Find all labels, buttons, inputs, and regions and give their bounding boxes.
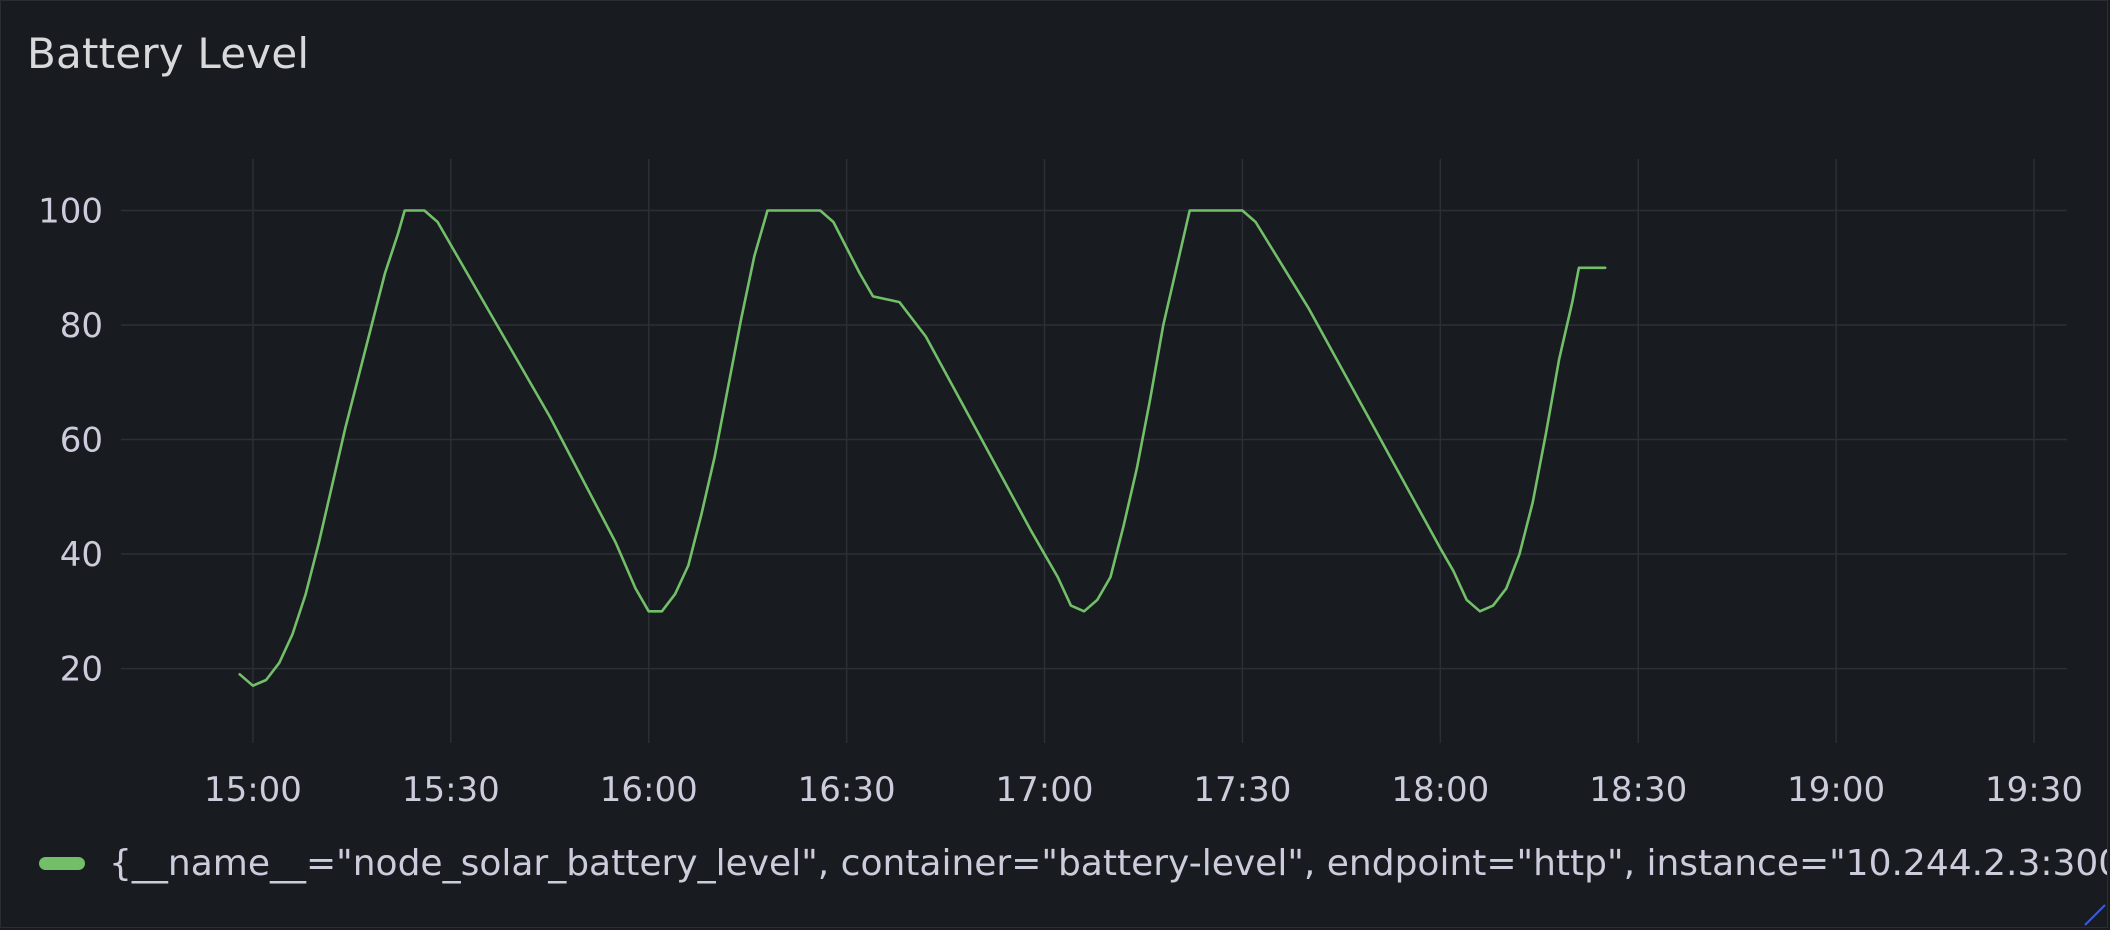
x-tick-label: 18:00: [1391, 770, 1489, 810]
panel-title: Battery Level: [27, 29, 310, 78]
chart-series: [238, 209, 1607, 687]
legend-series-label[interactable]: {__name__="node_solar_battery_level", co…: [109, 843, 2108, 884]
y-tick-label: 80: [60, 306, 103, 346]
x-axis-ticks: 15:00 15:30 16:00 16:30 17:00 17:30 18:00 18:30…: [204, 770, 2083, 810]
x-tick-label: 19:00: [1787, 770, 1885, 810]
x-tick-label: 15:30: [402, 770, 500, 810]
x-tick-label: 18:30: [1589, 770, 1687, 810]
x-tick-label: 16:30: [798, 770, 896, 810]
y-tick-label: 60: [60, 421, 103, 461]
y-tick-label: 100: [38, 192, 103, 232]
resize-handle-icon[interactable]: [2081, 901, 2107, 927]
y-axis-ticks: 20 40 60 80 100: [38, 192, 103, 690]
chart-grid: [121, 159, 2067, 743]
y-tick-label: 40: [60, 535, 103, 575]
x-tick-label: 16:00: [600, 770, 698, 810]
legend[interactable]: {__name__="node_solar_battery_level", co…: [39, 843, 2108, 884]
x-tick-label: 17:00: [996, 770, 1094, 810]
y-tick-label: 20: [60, 650, 103, 690]
x-tick-label: 19:30: [1985, 770, 2083, 810]
x-tick-label: 15:00: [204, 770, 302, 810]
legend-color-swatch: [39, 857, 85, 870]
x-tick-label: 17:30: [1193, 770, 1291, 810]
series-line[interactable]: [238, 209, 1607, 687]
